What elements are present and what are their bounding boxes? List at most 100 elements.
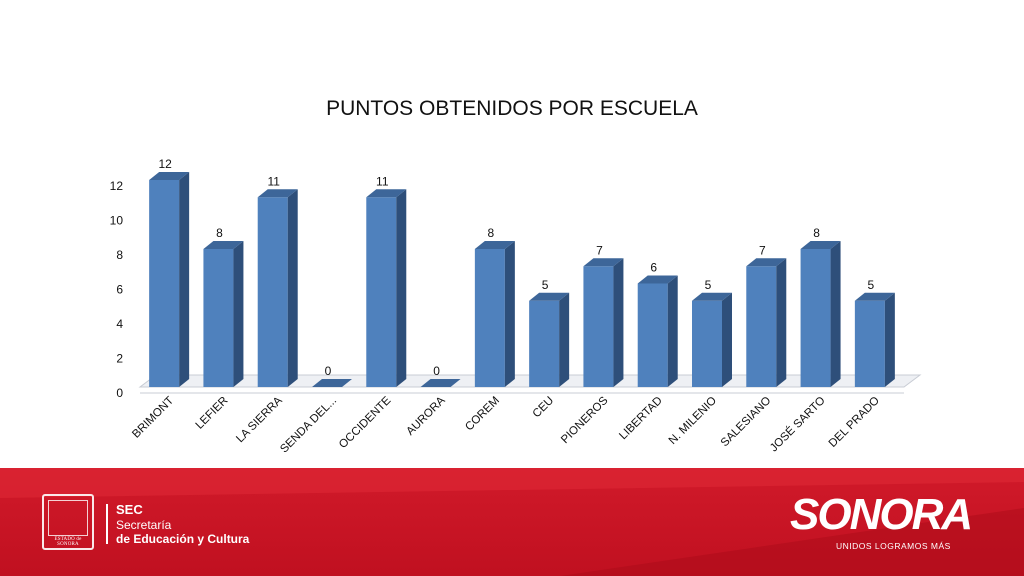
bar-front	[529, 300, 560, 387]
category-label: OCCIDENTE	[337, 394, 394, 451]
data-label: 12	[158, 157, 172, 171]
bar-top	[854, 292, 895, 301]
y-tick-label: 8	[116, 248, 123, 262]
logo-divider	[106, 504, 108, 544]
category-label: DEL PRADO	[827, 395, 882, 450]
data-label: 5	[868, 278, 875, 292]
sec-abbreviation: SEC	[116, 502, 143, 517]
bar	[203, 241, 244, 387]
bar	[312, 379, 352, 387]
bar-side	[667, 275, 678, 387]
category-label: LEFIER	[194, 395, 231, 432]
data-label: 11	[267, 174, 280, 188]
bars	[149, 172, 895, 387]
category-label: BRIMONT	[130, 395, 176, 441]
bar	[692, 292, 732, 387]
category-label: SENDA DEL...	[278, 395, 339, 456]
bar-side	[559, 292, 570, 387]
bar-front	[692, 300, 722, 387]
bar-front	[746, 266, 777, 387]
bar-side	[504, 241, 515, 387]
category-label: COREM	[463, 395, 502, 434]
category-label: LA SIERRA	[234, 394, 285, 445]
sonora-tagline: UNIDOS LOGRAMOS MÁS	[836, 541, 951, 551]
bar-top	[529, 292, 570, 301]
y-tick-label: 0	[116, 386, 123, 400]
data-label: 0	[325, 364, 332, 378]
data-label: 5	[542, 278, 549, 292]
seal-caption: ESTADO de SONORA	[54, 537, 82, 547]
y-tick-label: 10	[110, 214, 124, 228]
bar-front	[149, 180, 180, 387]
category-label: AURORA	[404, 394, 448, 438]
data-label: 5	[705, 278, 712, 292]
data-label: 7	[596, 243, 603, 257]
data-label: 8	[488, 226, 495, 240]
bar	[420, 379, 461, 387]
sec-name-line1: Secretaría	[116, 518, 172, 532]
bar-front	[203, 249, 234, 387]
state-seal-logo: ESTADO de SONORA	[42, 494, 94, 550]
data-labels: 12 8 11 0 11 0 8 5 7 6 5 7 8 5	[158, 157, 874, 378]
bar-front	[800, 249, 831, 387]
y-tick-label: 4	[116, 317, 123, 331]
bar-front	[257, 197, 288, 387]
bar	[149, 172, 190, 387]
bar-top	[800, 241, 841, 249]
bar-front	[583, 266, 614, 387]
bar-top	[420, 379, 461, 387]
bar-top	[312, 379, 352, 387]
bar-top	[257, 189, 298, 198]
bar	[746, 258, 787, 387]
bar-side	[287, 189, 298, 387]
bar	[800, 241, 841, 387]
data-label: 6	[650, 261, 657, 275]
bar-chart: PUNTOS OBTENIDOS POR ESCUELA 0 2 4 6 8 10 12 1…	[110, 97, 922, 456]
bar-top	[583, 258, 624, 267]
bar-side	[233, 241, 244, 387]
bar-front	[474, 249, 505, 387]
bar-front	[366, 197, 397, 387]
y-tick-label: 2	[116, 352, 123, 366]
bar-side	[830, 241, 841, 387]
data-label: 11	[376, 174, 389, 188]
bar-side	[722, 292, 732, 387]
y-axis: 0 2 4 6 8 10 12	[110, 179, 124, 400]
data-label: 7	[759, 243, 766, 257]
sec-name-line2: de Educación y Cultura	[116, 532, 250, 546]
bar-side	[179, 172, 190, 387]
data-label: 8	[216, 226, 223, 240]
bar-top	[692, 292, 732, 301]
bar	[637, 275, 678, 387]
category-label: PIONEROS	[559, 394, 611, 446]
chart-title: PUNTOS OBTENIDOS POR ESCUELA	[326, 97, 698, 120]
category-label: CEU	[531, 395, 557, 421]
data-label: 8	[813, 226, 820, 240]
bar	[583, 258, 624, 387]
seal-emblem	[48, 500, 88, 536]
bar-front	[854, 300, 885, 387]
bar-top	[746, 258, 787, 267]
y-tick-label: 12	[110, 179, 124, 193]
sonora-brand-logo: SONORA	[790, 490, 973, 539]
bar-top	[203, 241, 244, 249]
bar-top	[366, 189, 407, 198]
bar	[474, 241, 515, 387]
bar-top	[637, 275, 678, 284]
footer-banner: ESTADO de SONORA SEC Secretaría de Educa…	[0, 468, 1024, 576]
y-tick-label: 6	[116, 283, 123, 297]
category-label: SALESIANO	[719, 395, 774, 450]
category-label: LIBERTAD	[617, 395, 665, 443]
category-label: N. MILENIO	[667, 395, 719, 447]
bar	[529, 292, 570, 387]
bar	[257, 189, 298, 387]
bar-side	[884, 292, 895, 387]
bar-top	[474, 241, 515, 249]
footer-decoration	[0, 468, 1024, 576]
bar-side	[776, 258, 787, 387]
bar-front	[637, 283, 668, 387]
data-label: 0	[433, 364, 440, 378]
bar	[854, 292, 895, 387]
bar-side	[396, 189, 407, 387]
